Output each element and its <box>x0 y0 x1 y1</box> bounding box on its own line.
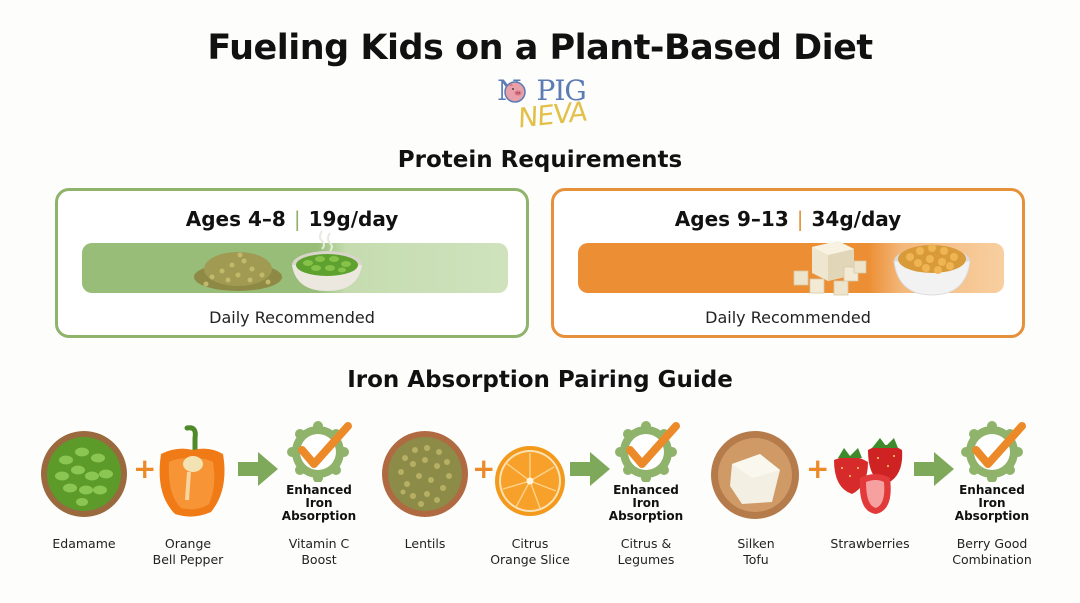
result-label: Vitamin C Boost <box>269 536 369 568</box>
badge-line: Enhanced <box>613 483 679 497</box>
label-line: Tofu <box>743 552 769 567</box>
arrow-right-icon <box>570 452 610 486</box>
label-line: Bell Pepper <box>152 552 224 567</box>
lentils-pile-icon <box>194 252 282 291</box>
protein-card-ages-9-13: Ages 9–13 | 34g/day Daily Recommended <box>551 188 1025 338</box>
brand-logo: NoPIG NEVA <box>484 74 599 136</box>
arrow-right-icon <box>238 452 278 486</box>
orange-slice-icon <box>495 446 565 516</box>
strawberries-icon <box>834 438 903 514</box>
edamame-bowl-icon <box>41 431 127 517</box>
age-range: Ages 4–8 <box>185 207 286 231</box>
label-line: Citrus & <box>620 536 672 551</box>
plus-icon: + <box>806 452 830 485</box>
result-label: Citrus & Legumes <box>596 536 696 568</box>
bar-label: Daily Recommended <box>209 308 375 327</box>
food-label: Edamame <box>52 536 116 551</box>
pig-icon <box>504 81 526 103</box>
label-line: Orange <box>164 536 212 551</box>
plus-icon: + <box>133 452 157 485</box>
food-label: Silken Tofu <box>706 536 806 568</box>
badge-line: Absorption <box>281 509 357 523</box>
badge-line: Iron <box>632 496 660 510</box>
chickpeas-bowl-icon <box>893 244 971 296</box>
tofu-cubes-icon <box>793 241 867 296</box>
label-line: Legumes <box>617 552 675 567</box>
food-label: Lentils <box>404 536 446 551</box>
label-line: Boost <box>301 552 337 567</box>
label-line: Citrus <box>511 536 549 551</box>
separator: | <box>796 207 804 231</box>
food-label: Orange Bell Pepper <box>138 536 238 568</box>
protein-heading: Protein Requirements <box>397 147 683 173</box>
protein-amount: 34g/day <box>811 207 902 231</box>
logo-text-nopig: NoPIG <box>484 74 599 107</box>
logo-pig-word: PIG <box>536 74 587 107</box>
label-line: Orange Slice <box>490 552 570 567</box>
card-header: Ages 9–13 | 34g/day <box>554 207 1022 231</box>
enhanced-absorption-label: Enhanced Iron Absorption <box>269 484 369 523</box>
age-range: Ages 9–13 <box>674 207 789 231</box>
badge-line: Iron <box>978 496 1006 510</box>
bell-pepper-icon <box>159 425 225 517</box>
badge-line: Iron <box>305 496 333 510</box>
card-header: Ages 4–8 | 19g/day <box>58 207 526 231</box>
label-line: Berry Good <box>956 536 1028 551</box>
label-line: Silken <box>737 536 775 551</box>
label-line: Vitamin C <box>288 536 350 551</box>
logo-text-neva: NEVA <box>517 96 587 135</box>
badge-line: Absorption <box>954 509 1030 523</box>
badge-line: Absorption <box>608 509 684 523</box>
separator: | <box>293 207 301 231</box>
tofu-bowl-icon <box>711 431 799 519</box>
result-label: Berry Good Combination <box>936 536 1048 568</box>
arrow-right-icon <box>914 452 954 486</box>
food-label: Strawberries <box>830 536 910 551</box>
protein-bar <box>578 241 1004 296</box>
page-title: Fueling Kids on a Plant-Based Diet <box>207 28 873 68</box>
protein-bar <box>82 230 508 293</box>
lentils-bowl-icon <box>382 431 468 517</box>
enhanced-absorption-label: Enhanced Iron Absorption <box>942 484 1042 523</box>
protein-card-ages-4-8: Ages 4–8 | 19g/day Daily Recommended <box>55 188 529 338</box>
food-label: Citrus Orange Slice <box>480 536 580 568</box>
plus-icon: + <box>472 452 496 485</box>
iron-heading: Iron Absorption Pairing Guide <box>347 367 733 393</box>
label-line: Combination <box>952 552 1032 567</box>
badge-line: Enhanced <box>959 483 1025 497</box>
badge-line: Enhanced <box>286 483 352 497</box>
check-badge-icon <box>615 421 680 482</box>
protein-amount: 19g/day <box>308 207 399 231</box>
edamame-bowl-icon <box>292 230 362 291</box>
enhanced-absorption-label: Enhanced Iron Absorption <box>596 484 696 523</box>
check-badge-icon <box>961 421 1026 482</box>
bar-label: Daily Recommended <box>705 308 871 327</box>
check-badge-icon <box>287 421 352 482</box>
